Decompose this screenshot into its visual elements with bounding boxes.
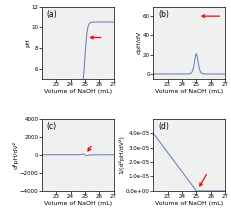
Text: (b): (b): [158, 10, 168, 19]
Y-axis label: 1/(d²pH/dV²): 1/(d²pH/dV²): [118, 135, 124, 174]
Y-axis label: pH: pH: [25, 38, 30, 47]
Text: (c): (c): [47, 122, 57, 131]
X-axis label: Volume of NaOH (mL): Volume of NaOH (mL): [154, 89, 222, 94]
Y-axis label: dpH/dV: dpH/dV: [136, 31, 141, 54]
Y-axis label: d²pH/dV²: d²pH/dV²: [12, 141, 18, 169]
X-axis label: Volume of NaOH (mL): Volume of NaOH (mL): [154, 201, 222, 206]
Text: (d): (d): [158, 122, 168, 131]
X-axis label: Volume of NaOH (mL): Volume of NaOH (mL): [43, 89, 111, 94]
X-axis label: Volume of NaOH (mL): Volume of NaOH (mL): [43, 201, 111, 206]
Text: (a): (a): [47, 10, 57, 19]
